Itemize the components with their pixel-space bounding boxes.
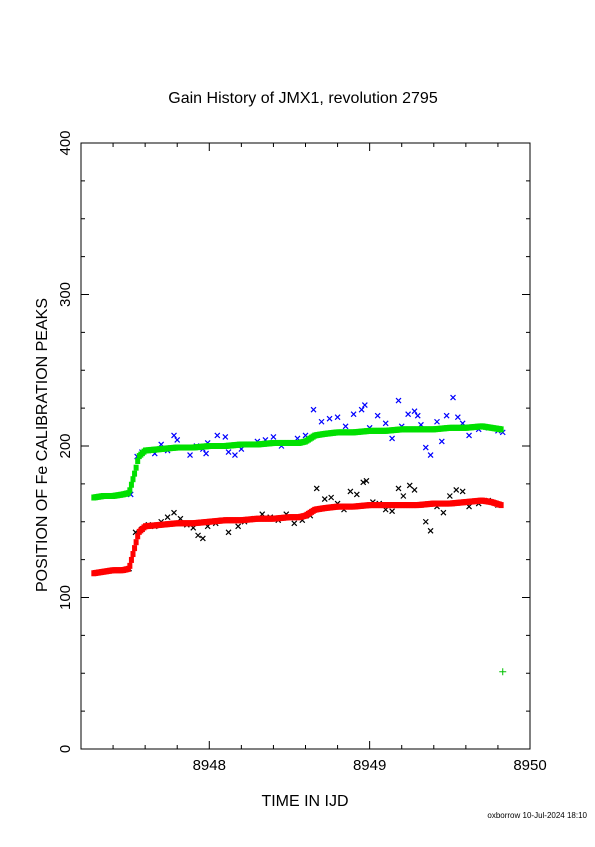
trend-marker bbox=[498, 502, 504, 509]
data-point-x bbox=[422, 518, 429, 525]
plot-frame bbox=[80, 142, 531, 750]
data-point-x bbox=[199, 535, 206, 542]
data-point-x bbox=[326, 415, 333, 422]
trend-marker bbox=[135, 533, 141, 540]
data-point-x bbox=[363, 477, 370, 484]
data-point-x bbox=[174, 437, 181, 443]
data-point-x bbox=[171, 509, 177, 516]
data-point-x bbox=[235, 523, 242, 530]
data-point-x bbox=[453, 487, 460, 493]
data-point-x bbox=[382, 420, 389, 427]
data-point-x bbox=[395, 397, 402, 404]
data-point-x bbox=[203, 450, 210, 457]
data-point-x bbox=[389, 508, 396, 515]
data-point-x bbox=[446, 493, 453, 499]
data-point-x bbox=[318, 418, 325, 425]
trend-marker bbox=[130, 476, 136, 483]
data-point-x bbox=[443, 412, 450, 419]
trend-marker bbox=[133, 539, 139, 546]
data-point-x bbox=[195, 532, 201, 539]
trend-marker bbox=[128, 481, 134, 488]
trend-marker bbox=[132, 545, 138, 552]
data-point-x bbox=[334, 414, 341, 421]
data-point-x bbox=[222, 433, 229, 440]
data-point-x bbox=[164, 514, 171, 521]
data-point-x bbox=[434, 418, 440, 425]
data-point-x bbox=[187, 452, 193, 459]
y-tick-label: 100 bbox=[57, 585, 74, 610]
axis-ticks bbox=[80, 142, 531, 750]
data-point-x bbox=[313, 485, 320, 492]
data-point-x bbox=[171, 432, 177, 439]
data-point-x bbox=[321, 496, 328, 502]
data-point-x bbox=[361, 402, 368, 409]
data-point-x bbox=[466, 432, 472, 439]
data-point-x bbox=[440, 509, 447, 516]
data-point-x bbox=[214, 432, 221, 439]
data-point-x bbox=[406, 482, 413, 489]
data-point-x bbox=[389, 435, 396, 442]
data-point-x bbox=[347, 488, 354, 495]
x-axis-label: TIME IN IJD bbox=[261, 793, 348, 810]
data-point-x bbox=[232, 452, 238, 459]
data-point-x bbox=[414, 412, 421, 419]
data-point-plus bbox=[499, 668, 507, 676]
y-axis-label: POSITION OF Fe CALIBRATION PEAKS bbox=[34, 298, 51, 592]
data-point-x bbox=[360, 479, 367, 486]
data-point-x bbox=[400, 493, 407, 499]
data-point-x bbox=[358, 406, 365, 413]
data-point-x bbox=[328, 494, 335, 501]
y-tick-label: 200 bbox=[57, 433, 74, 458]
data-point-x bbox=[411, 408, 418, 415]
data-point-x bbox=[291, 520, 298, 527]
x-tick-label: 8950 bbox=[513, 757, 546, 774]
data-point-x bbox=[353, 491, 360, 498]
data-point-x bbox=[225, 529, 232, 536]
data-point-x bbox=[374, 412, 381, 419]
y-tick-label: 0 bbox=[57, 745, 74, 753]
trend-marker bbox=[135, 458, 141, 465]
x-tick-label: 8948 bbox=[193, 757, 226, 774]
data-point-x bbox=[454, 414, 461, 421]
data-point-x bbox=[427, 452, 434, 459]
data-point-x bbox=[422, 444, 429, 451]
trend-marker bbox=[132, 470, 138, 477]
data-point-x bbox=[459, 488, 466, 495]
data-marks bbox=[91, 394, 507, 676]
data-point-x bbox=[270, 433, 277, 440]
trend-marker bbox=[127, 487, 133, 494]
data-point-x bbox=[395, 485, 402, 492]
trend-marker bbox=[130, 551, 136, 558]
y-tick-label: 400 bbox=[57, 130, 74, 155]
data-point-x bbox=[342, 423, 349, 430]
trend-marker bbox=[127, 562, 133, 569]
trend-marker bbox=[498, 426, 504, 433]
y-tick-label: 300 bbox=[57, 282, 74, 307]
data-point-x bbox=[411, 487, 418, 493]
footer-credit: oxborrow 10-Jul-2024 18:10 bbox=[487, 811, 587, 820]
axis-tick-labels: 0 100 200 300 400 8948 8949 8950 bbox=[57, 130, 547, 774]
data-point-x bbox=[427, 527, 434, 534]
trend-marker bbox=[133, 464, 139, 471]
data-point-x bbox=[225, 449, 232, 455]
data-point-x bbox=[450, 394, 456, 401]
trend-marker bbox=[128, 556, 134, 563]
x-tick-label: 8949 bbox=[353, 757, 386, 774]
data-point-x bbox=[405, 411, 412, 418]
data-point-x bbox=[350, 411, 357, 418]
chart-title: Gain History of JMX1, revolution 2795 bbox=[168, 90, 438, 107]
trend-marker bbox=[125, 565, 131, 572]
data-point-x bbox=[438, 438, 445, 445]
data-point-x bbox=[310, 406, 317, 413]
